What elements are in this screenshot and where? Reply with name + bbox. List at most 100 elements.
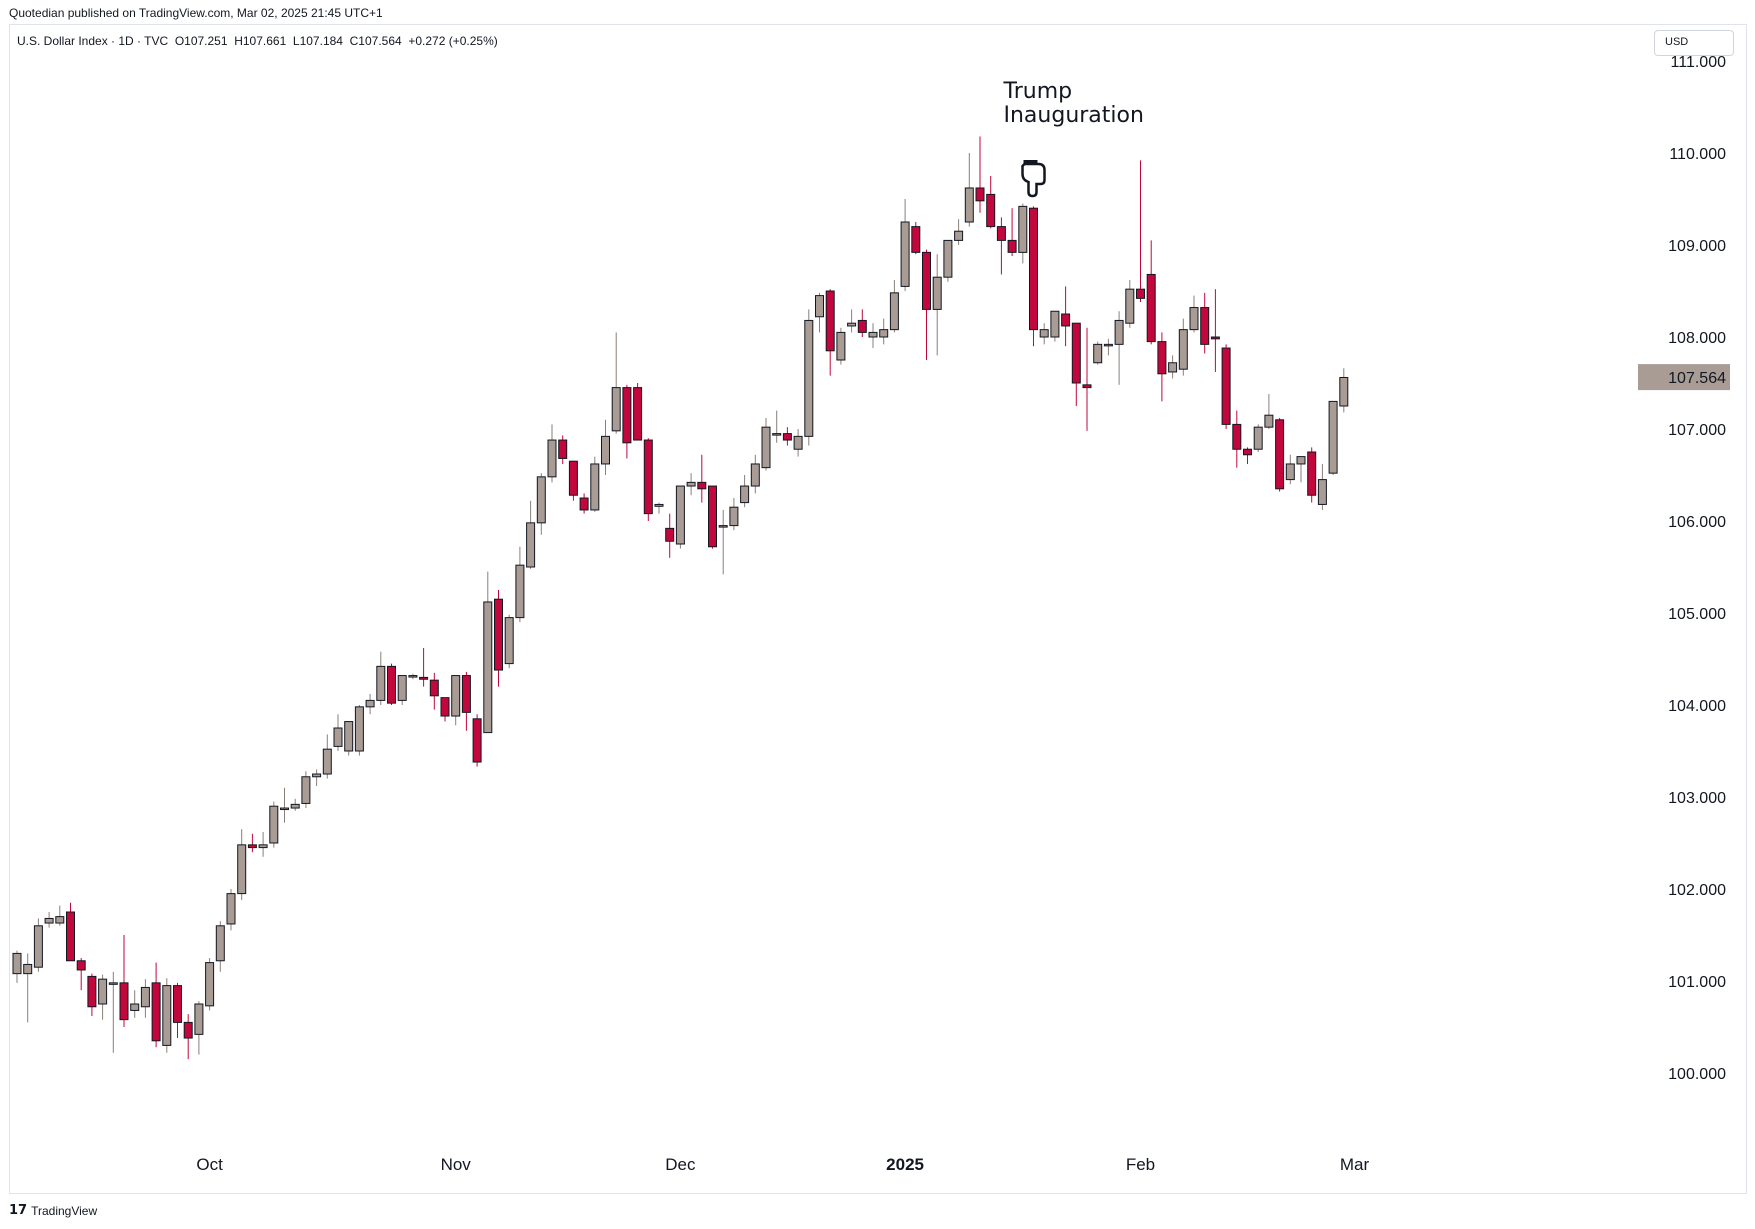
candle-body bbox=[1157, 341, 1167, 375]
candle-body bbox=[825, 290, 835, 352]
candle-body bbox=[729, 506, 739, 527]
candle bbox=[815, 292, 824, 333]
candle-body bbox=[66, 911, 75, 962]
candle-body bbox=[290, 803, 300, 809]
candle-body bbox=[280, 807, 289, 811]
candle bbox=[1275, 417, 1285, 492]
annotation-line1: Trump bbox=[1003, 79, 1073, 104]
candle-body bbox=[354, 706, 364, 752]
candle bbox=[461, 671, 471, 731]
candle bbox=[1093, 341, 1103, 365]
candle-body bbox=[237, 844, 247, 895]
candle-body bbox=[836, 331, 846, 361]
candle bbox=[793, 429, 803, 457]
candle-body bbox=[1039, 329, 1049, 338]
candle bbox=[1082, 327, 1092, 431]
footer-brand[interactable]: TradingView bbox=[31, 1203, 98, 1218]
candle-body bbox=[847, 322, 857, 327]
candle bbox=[33, 918, 43, 972]
candle bbox=[247, 833, 257, 853]
candle bbox=[633, 383, 643, 441]
candle-body bbox=[697, 481, 707, 490]
candle-body bbox=[205, 962, 215, 1007]
candle-body bbox=[333, 727, 343, 747]
candle-body bbox=[643, 439, 653, 515]
candle-body bbox=[376, 665, 386, 701]
candle bbox=[1232, 410, 1242, 468]
candle bbox=[729, 498, 739, 531]
candle-body bbox=[98, 978, 108, 1005]
candle bbox=[654, 502, 664, 514]
candle-body bbox=[258, 844, 268, 849]
candle-body bbox=[996, 226, 1006, 241]
candle-body bbox=[675, 485, 685, 545]
candle bbox=[140, 979, 150, 1018]
candle-body bbox=[686, 481, 696, 487]
candle bbox=[483, 571, 493, 734]
candle-body bbox=[1178, 329, 1188, 370]
candle bbox=[718, 509, 728, 575]
candle bbox=[66, 902, 75, 962]
candle bbox=[1328, 400, 1338, 475]
candle bbox=[376, 651, 386, 705]
annotation-line2: Inauguration bbox=[1004, 103, 1144, 128]
time-axis: Oct Nov Dec 2025 Feb Mar bbox=[196, 1155, 1369, 1174]
candle bbox=[151, 962, 161, 1048]
candle bbox=[119, 935, 129, 1027]
candle-body bbox=[1018, 205, 1028, 253]
candle-body bbox=[76, 960, 86, 971]
candle bbox=[365, 693, 375, 715]
candle bbox=[1125, 279, 1135, 328]
candle bbox=[1136, 160, 1145, 303]
candle-body bbox=[1061, 313, 1071, 327]
x-tick-label: Dec bbox=[665, 1155, 696, 1174]
candle bbox=[1200, 292, 1210, 354]
candle-body bbox=[1071, 322, 1081, 384]
candle-body bbox=[526, 522, 536, 568]
candle-body bbox=[472, 718, 482, 763]
candle bbox=[1103, 338, 1113, 356]
candle-body bbox=[23, 963, 33, 975]
candle-body bbox=[429, 679, 439, 697]
candle bbox=[1189, 295, 1199, 333]
candle-body bbox=[911, 226, 921, 253]
candle-body bbox=[215, 925, 225, 962]
candle bbox=[237, 829, 247, 901]
candle-body bbox=[322, 748, 332, 775]
candle bbox=[504, 614, 514, 669]
candle bbox=[397, 675, 407, 705]
candle-body bbox=[665, 527, 675, 542]
candle bbox=[1296, 456, 1306, 483]
candle-body bbox=[494, 598, 503, 671]
tradingview-logo-icon[interactable]: 𝟭𝟳 bbox=[9, 1203, 28, 1218]
hand-cuff bbox=[1023, 160, 1038, 165]
candle bbox=[954, 219, 964, 245]
candle bbox=[579, 493, 589, 514]
candle-body bbox=[419, 676, 429, 680]
candle bbox=[12, 950, 22, 983]
candle bbox=[526, 500, 536, 569]
candle bbox=[825, 289, 835, 376]
candle-body bbox=[1007, 239, 1017, 253]
candle-body bbox=[1103, 343, 1113, 347]
currency-selector-button[interactable]: USD bbox=[1654, 30, 1734, 56]
price-axis: 100.000 101.000 102.000 103.000 104.000 105.0… bbox=[1638, 54, 1730, 1083]
candle-body bbox=[173, 985, 182, 1023]
symbol-legend: U.S. Dollar Index · 1D · TVC O107.251 H1… bbox=[17, 34, 498, 48]
candle-body bbox=[857, 319, 867, 333]
candle-body bbox=[879, 329, 889, 338]
candle-body bbox=[1243, 448, 1252, 456]
candle-body bbox=[130, 1003, 140, 1011]
candle-body bbox=[868, 331, 878, 338]
candle-body bbox=[579, 497, 589, 511]
candle bbox=[975, 136, 985, 213]
candle-body bbox=[247, 844, 257, 849]
candle bbox=[205, 958, 215, 1011]
candle-body bbox=[900, 221, 910, 287]
candle bbox=[1285, 454, 1295, 485]
candle-body bbox=[1296, 456, 1306, 465]
candle bbox=[1178, 318, 1188, 376]
publisher-line: Quotedian published on TradingView.com, … bbox=[9, 6, 383, 20]
